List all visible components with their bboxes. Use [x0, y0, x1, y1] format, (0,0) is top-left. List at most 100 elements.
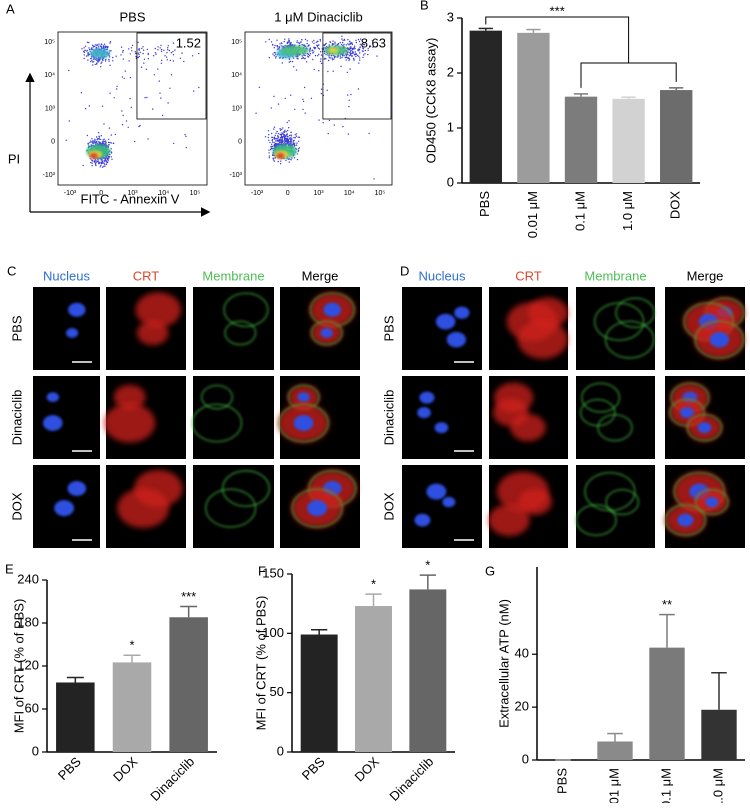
- event-dot: [153, 74, 156, 76]
- event-dot: [311, 49, 314, 51]
- event-dot: [131, 50, 133, 52]
- event-dot: [281, 136, 284, 138]
- event-dot: [313, 68, 315, 71]
- event-dot: [102, 139, 105, 141]
- event-dot: [107, 141, 110, 144]
- event-dot: [336, 56, 338, 58]
- event-dot: [340, 65, 342, 68]
- event-dot: [113, 142, 115, 145]
- event-dot: [268, 152, 270, 154]
- event-dot: [315, 41, 317, 43]
- event-dot: [166, 59, 168, 61]
- event-dot: [95, 136, 98, 138]
- event-dot: [93, 160, 96, 162]
- event-dot: [289, 158, 291, 160]
- y-tick-label: 240: [17, 571, 39, 586]
- event-dot: [99, 142, 102, 144]
- event-dot: [296, 153, 299, 155]
- event-dot: [98, 138, 100, 140]
- event-dot: [108, 127, 111, 129]
- dot-cloud: [65, 41, 200, 168]
- event-dot: [288, 134, 291, 137]
- event-dot: [351, 48, 354, 51]
- x-tick-label: 0.01 μM: [606, 768, 621, 803]
- y-tick-label: 10⁴: [231, 72, 242, 79]
- event-dot: [103, 165, 105, 167]
- y-tick-label: 10⁵: [44, 39, 55, 46]
- event-dot: [272, 53, 274, 55]
- event-dot: [347, 43, 349, 45]
- event-dot: [95, 58, 97, 61]
- event-dot: [103, 162, 105, 164]
- event-dot: [124, 70, 127, 72]
- event-dot: [157, 68, 159, 70]
- bracket: [485, 16, 630, 63]
- event-dot: [111, 158, 113, 160]
- event-dot: [345, 55, 348, 57]
- micrograph: [402, 376, 482, 459]
- event-dot: [276, 48, 279, 50]
- event-dot: [329, 41, 331, 43]
- event-dot: [288, 161, 290, 163]
- event-dot: [276, 44, 278, 47]
- event-dot: [287, 129, 289, 132]
- event-dot: [295, 133, 297, 135]
- event-dot: [101, 166, 104, 168]
- nucleus-signal: [446, 331, 467, 348]
- event-dot: [275, 132, 277, 134]
- event-dot: [355, 39, 357, 42]
- event-dot: [104, 46, 107, 49]
- event-dot: [318, 44, 320, 46]
- event-dot: [279, 43, 281, 45]
- event-dot: [296, 158, 299, 161]
- event-dot: [284, 140, 286, 142]
- event-dot: [354, 47, 356, 50]
- event-dot: [353, 46, 355, 49]
- event-dot: [308, 54, 311, 57]
- event-dot: [314, 54, 317, 57]
- event-dot: [306, 42, 308, 45]
- event-dot: [94, 141, 97, 143]
- event-dot: [296, 142, 298, 144]
- event-dot: [105, 144, 107, 146]
- event-dot: [100, 46, 103, 48]
- event-dot: [349, 42, 352, 44]
- event-dot: [313, 47, 316, 49]
- event-dot: [97, 161, 99, 163]
- event-dot: [288, 141, 291, 143]
- event-dot: [120, 54, 122, 56]
- event-dot: [290, 143, 293, 145]
- event-dot: [273, 136, 276, 138]
- event-dot: [95, 164, 97, 167]
- density-spot: [89, 48, 110, 59]
- event-dot: [101, 58, 104, 61]
- event-dot: [185, 135, 187, 138]
- membrane-signal: [223, 292, 269, 328]
- event-dot: [301, 39, 303, 41]
- event-dot: [288, 38, 290, 40]
- event-dot: [288, 40, 291, 42]
- event-dot: [291, 139, 293, 141]
- x-tick-label: DOX: [352, 754, 383, 785]
- event-dot: [84, 49, 86, 52]
- event-dot: [345, 44, 347, 46]
- density-spot: [276, 152, 285, 159]
- density-spot: [328, 47, 339, 54]
- event-dot: [318, 48, 321, 50]
- event-dot: [270, 148, 272, 151]
- bar: [112, 662, 152, 752]
- membrane-signal: [605, 489, 640, 516]
- event-dot: [95, 160, 97, 162]
- event-dot: [96, 59, 98, 61]
- x-tick-label: 1.0 μM: [710, 768, 725, 803]
- membrane-signal: [581, 382, 621, 413]
- crt-signal: [510, 413, 546, 442]
- y-tick-label: -10³: [43, 172, 56, 179]
- event-dot: [255, 112, 257, 114]
- event-dot: [271, 141, 274, 143]
- column-header: CRT: [515, 268, 542, 283]
- panel-letter: E: [5, 561, 14, 576]
- event-dot: [109, 42, 111, 44]
- event-dot: [291, 144, 294, 146]
- event-dot: [327, 59, 330, 62]
